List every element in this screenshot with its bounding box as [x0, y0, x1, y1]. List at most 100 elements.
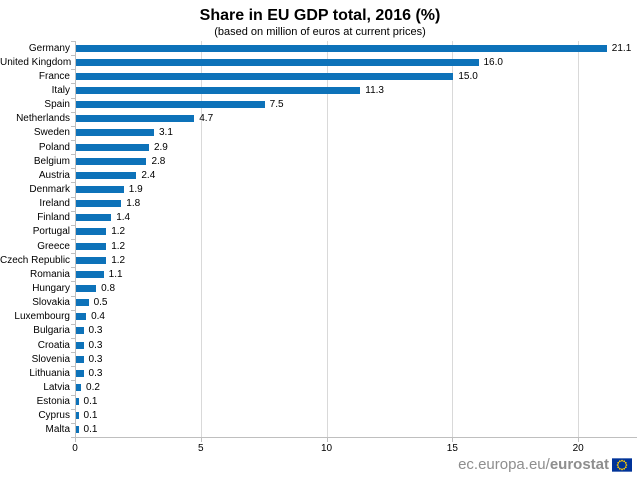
category-label: Romania	[29, 268, 70, 280]
category-tick	[71, 324, 75, 325]
x-axis-tick	[452, 438, 454, 442]
category-tick	[71, 168, 75, 169]
category-label: Denmark	[29, 183, 70, 195]
category-tick	[71, 140, 75, 141]
bar-row-denmark: Denmark 1.9	[0, 182, 640, 196]
bar	[76, 299, 89, 307]
bar-row-france: France 15.0	[0, 69, 640, 83]
category-label: Croatia	[37, 339, 70, 351]
value-label: 16.0	[483, 56, 503, 68]
category-label: Spain	[44, 99, 70, 111]
value-label: 0.1	[83, 410, 98, 422]
category-tick	[71, 281, 75, 282]
category-label: Bulgaria	[33, 325, 70, 337]
bar-row-cyprus: Cyprus 0.1	[0, 409, 640, 423]
bar	[76, 242, 107, 250]
bar-row-bulgaria: Bulgaria 0.3	[0, 324, 640, 338]
x-axis-tick	[326, 438, 328, 442]
value-label: 4.7	[199, 113, 214, 125]
category-tick	[71, 69, 75, 70]
category-label: Slovakia	[32, 297, 70, 309]
category-tick	[71, 366, 75, 367]
x-axis-tick	[578, 438, 580, 442]
value-label: 1.2	[111, 254, 126, 266]
category-tick	[71, 380, 75, 381]
footer-url-eurostat: eurostat	[549, 456, 609, 473]
bar	[76, 313, 87, 321]
value-label: 15.0	[458, 70, 478, 82]
bar	[76, 214, 112, 222]
value-label: 0.4	[91, 311, 105, 323]
category-label: Ireland	[39, 198, 70, 210]
category-label: Estonia	[36, 396, 70, 408]
value-label: 0.3	[88, 367, 103, 379]
value-label: 2.4	[141, 169, 156, 181]
category-tick	[71, 267, 75, 268]
bar-row-croatia: Croatia 0.3	[0, 338, 640, 352]
bar	[76, 72, 454, 80]
eu-flag-icon	[612, 457, 632, 472]
bar	[76, 270, 104, 278]
bar-row-lithuania: Lithuania 0.3	[0, 366, 640, 380]
x-axis-label-20: 20	[572, 443, 584, 454]
chart-subtitle: (based on million of euros at current pr…	[214, 26, 426, 38]
category-tick	[71, 126, 75, 127]
value-label: 21.1	[611, 42, 632, 54]
category-tick	[71, 154, 75, 155]
gridline-10	[326, 41, 328, 437]
value-label: 1.4	[116, 212, 131, 224]
gridline-15	[452, 41, 454, 437]
category-tick	[71, 225, 75, 226]
category-label: Belgium	[33, 155, 70, 167]
category-label: United Kingdom	[0, 56, 72, 68]
bar-row-portugal: Portugal 1.2	[0, 225, 640, 239]
category-tick	[71, 395, 75, 396]
category-label: Czech Republic	[0, 254, 71, 266]
value-label: 0.8	[101, 282, 116, 294]
value-label: 2.8	[151, 155, 166, 167]
x-axis-label-10: 10	[321, 443, 333, 454]
bar-row-slovakia: Slovakia 0.5	[0, 296, 640, 310]
category-label: Malta	[45, 424, 70, 436]
category-label: Portugal	[32, 226, 70, 238]
category-tick	[71, 239, 75, 240]
category-tick	[71, 253, 75, 254]
category-tick	[71, 352, 75, 353]
category-tick	[71, 182, 75, 183]
value-label: 0.1	[83, 396, 98, 408]
bar	[76, 398, 79, 406]
bar-row-italy: Italy 11.3	[0, 83, 640, 97]
x-axis-tick	[200, 438, 202, 442]
category-tick	[71, 409, 75, 410]
value-label: 0.5	[93, 297, 108, 309]
x-axis-label-15: 15	[446, 443, 458, 454]
category-label: Germany	[28, 42, 70, 54]
value-label: 1.1	[108, 268, 123, 280]
category-tick	[71, 211, 75, 212]
bar-row-germany: Germany 21.1	[0, 41, 640, 55]
bar-row-estonia: Estonia 0.1	[0, 395, 640, 409]
category-label: Latvia	[43, 381, 70, 393]
category-label: Austria	[38, 169, 70, 181]
category-tick	[71, 83, 75, 84]
category-label: Italy	[51, 84, 70, 96]
bar-row-poland: Poland 2.9	[0, 140, 640, 154]
value-label: 2.9	[153, 141, 168, 153]
bar	[76, 157, 147, 165]
bar	[76, 412, 79, 420]
value-label: 0.3	[88, 325, 103, 337]
gridline-5	[200, 41, 202, 437]
value-label: 0.2	[86, 381, 100, 393]
category-label: Sweden	[33, 127, 70, 139]
category-label: France	[38, 70, 70, 82]
x-axis-line	[71, 437, 637, 438]
footer-branding: ec.europa.eu/eurostat	[458, 456, 632, 473]
x-axis-label-5: 5	[198, 443, 204, 454]
bar-row-belgium: Belgium 2.8	[0, 154, 640, 168]
plot-area: Germany 21.1 United Kingdom 16.0 France 15.0 I…	[0, 41, 640, 454]
bar	[76, 200, 122, 208]
footer-url: ec.europa.eu/eurostat	[458, 456, 609, 473]
bar-row-malta: Malta 0.1	[0, 423, 640, 437]
bar	[76, 143, 149, 151]
category-tick	[71, 197, 75, 198]
